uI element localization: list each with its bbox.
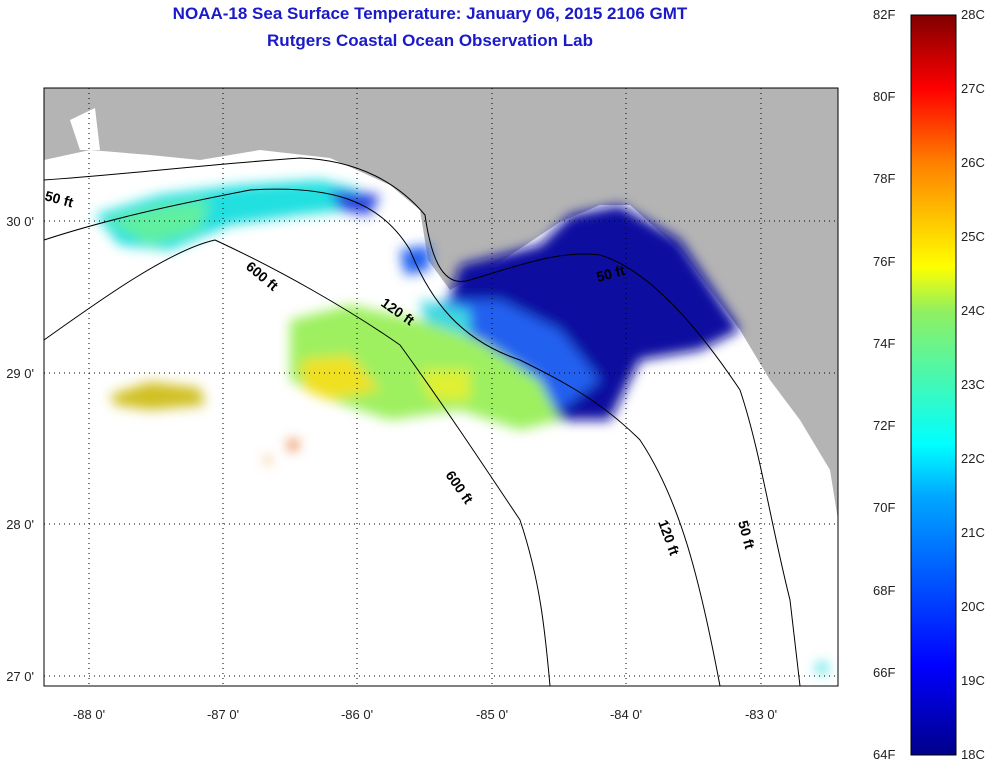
map-plot-area: 50 ft 600 ft 120 ft 50 ft 600 ft 120 ft … — [43, 87, 839, 687]
colorbar-label-f: 74F — [873, 335, 896, 351]
colorbar-label-c: 25C — [961, 229, 985, 244]
colorbar-label-f: 64F — [873, 747, 896, 762]
contour-label: 50 ft — [43, 187, 75, 210]
lat-label: 28 0' — [6, 517, 34, 532]
colorbar-label-c: 18C — [961, 747, 985, 762]
map-subtitle: Rutgers Coastal Ocean Observation Lab — [267, 31, 593, 50]
lon-label: -83 0' — [745, 707, 777, 722]
contour-label: 50 ft — [735, 519, 758, 551]
sst-data — [95, 180, 828, 674]
contour-label: 50 ft — [595, 262, 627, 285]
colorbar-label-f: 78F — [873, 171, 896, 187]
colorbar-label-f: 76F — [873, 253, 896, 269]
colorbar-label-c: 21C — [961, 525, 985, 540]
lon-label: -87 0' — [207, 707, 239, 722]
lat-label: 30 0' — [6, 214, 34, 229]
contour-120ft — [43, 188, 721, 687]
bathymetry-contours — [43, 157, 801, 687]
colorbar-label-c: 26C — [961, 155, 985, 170]
colorbar-label-c: 22C — [961, 451, 985, 466]
colorbar-label-c: 20C — [961, 599, 985, 614]
colorbar-label-f: 80F — [873, 89, 896, 105]
colorbar-label-f: 66F — [873, 664, 896, 680]
colorbar-gradient — [910, 14, 957, 756]
colorbar — [910, 14, 957, 756]
colorbar-label-f: 72F — [873, 418, 896, 434]
colorbar-label-c: 24C — [961, 303, 985, 318]
lon-label: -85 0' — [476, 707, 508, 722]
lon-label: -84 0' — [610, 707, 642, 722]
x-axis: -88 0' -87 0' -86 0' -85 0' -84 0' -83 0… — [73, 707, 777, 722]
contour-50ft — [43, 157, 801, 687]
lat-label: 27 0' — [6, 669, 34, 684]
contour-600ft — [43, 239, 551, 687]
map-title: NOAA-18 Sea Surface Temperature: January… — [172, 4, 688, 23]
lat-label: 29 0' — [6, 366, 34, 381]
colorbar-label-f: 70F — [873, 500, 896, 516]
lon-label: -86 0' — [341, 707, 373, 722]
colorbar-label-c: 19C — [961, 673, 985, 688]
lon-label: -88 0' — [73, 707, 105, 722]
colorbar-label-f: 68F — [873, 582, 896, 598]
y-axis: 30 0' 29 0' 28 0' 27 0' — [6, 214, 34, 684]
colorbar-label-c: 23C — [961, 377, 985, 392]
colorbar-label-c: 27C — [961, 81, 985, 96]
colorbar-label-c: 28C — [961, 7, 985, 22]
colorbar-label-f: 82F — [873, 7, 896, 22]
